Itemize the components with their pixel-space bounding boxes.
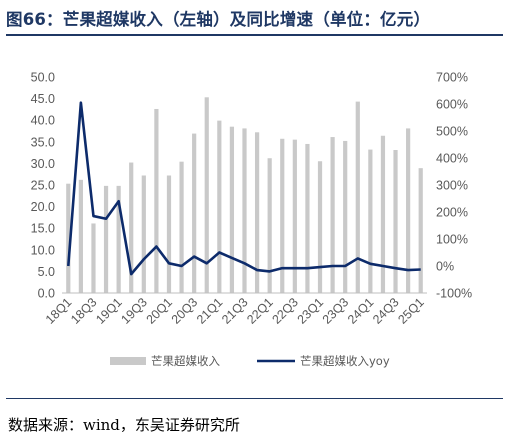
- bar-22Q2: [280, 138, 285, 293]
- bar-series: [66, 97, 423, 294]
- bar-21Q4: [254, 132, 260, 293]
- bar-20Q4: [204, 97, 209, 293]
- bar-23Q4: [355, 101, 360, 294]
- legend: 芒果超媒收入 芒果超媒收入yoy: [110, 354, 390, 368]
- x-tick-label: 20Q1: [144, 295, 176, 327]
- left-tick-label: 20.0: [31, 200, 55, 214]
- bar-23Q2: [330, 137, 335, 293]
- right-tick-label: 200%: [436, 206, 468, 220]
- right-tick-label: 0%: [436, 260, 454, 274]
- left-tick-label: 30.0: [31, 157, 55, 171]
- x-axis-ticks: 18Q118Q319Q119Q320Q120Q321Q121Q322Q122Q3…: [43, 295, 427, 327]
- left-tick-label: 50.0: [31, 71, 55, 85]
- bar-19Q3: [141, 175, 146, 293]
- x-tick-label: 20Q3: [169, 295, 201, 327]
- bar-22Q1: [267, 158, 272, 293]
- x-tick-label: 22Q3: [269, 295, 301, 327]
- bar-22Q3: [292, 139, 297, 293]
- x-tick-label: 24Q3: [370, 295, 402, 327]
- x-tick-label: 19Q3: [118, 295, 150, 327]
- bar-24Q4: [406, 128, 411, 293]
- bar-18Q3: [91, 223, 96, 293]
- bar-23Q3: [343, 140, 348, 293]
- x-tick-label: 21Q3: [219, 295, 251, 327]
- bar-24Q2: [380, 135, 386, 293]
- yoy-line: [66, 101, 421, 276]
- right-tick-label: 500%: [436, 125, 468, 139]
- bar-20Q2: [179, 161, 184, 293]
- footer-divider: [6, 398, 503, 399]
- bar-25Q1: [418, 168, 423, 293]
- bar-19Q4: [154, 108, 159, 293]
- bar-23Q1: [317, 161, 323, 293]
- bar-22Q4: [305, 143, 310, 293]
- legend-swatch-bar: [110, 357, 146, 365]
- bar-19Q1: [116, 185, 121, 293]
- left-tick-label: 0.0: [38, 287, 55, 301]
- bar-21Q2: [229, 126, 235, 294]
- right-tick-label: -100%: [436, 287, 472, 301]
- title-divider: [6, 34, 503, 36]
- x-tick-label: 25Q1: [395, 295, 427, 327]
- bar-19Q2: [129, 162, 134, 293]
- bar-20Q1: [166, 175, 172, 293]
- legend-label-line: 芒果超媒收入yoy: [300, 354, 390, 368]
- x-tick-label: 23Q3: [320, 295, 352, 327]
- right-tick-label: 700%: [436, 71, 468, 85]
- left-tick-label: 10.0: [31, 243, 55, 257]
- bar-24Q1: [368, 149, 373, 293]
- right-tick-label: 100%: [436, 233, 468, 247]
- left-tick-label: 45.0: [31, 92, 55, 106]
- bar-21Q1: [217, 120, 222, 293]
- x-tick-label: 21Q1: [194, 295, 226, 327]
- right-axis-ticks: -100% 0% 100% 200% 300% 400% 500% 600% 700%: [436, 71, 472, 301]
- right-tick-label: 400%: [436, 152, 468, 166]
- x-tick-label: 19Q1: [93, 295, 125, 327]
- source-note: 数据来源：wind，东吴证券研究所: [8, 416, 240, 434]
- left-tick-label: 5.0: [38, 265, 55, 279]
- x-tick-label: 24Q1: [345, 295, 377, 327]
- x-tick-label: 18Q3: [68, 295, 100, 327]
- right-tick-label: 300%: [436, 179, 468, 193]
- left-tick-label: 25.0: [31, 179, 55, 193]
- bar-18Q4: [103, 185, 109, 293]
- bar-18Q1: [66, 183, 71, 293]
- legend-label-bar: 芒果超媒收入: [151, 354, 220, 368]
- left-tick-label: 40.0: [31, 114, 55, 128]
- left-axis-ticks: 0.0 5.0 10.0 15.0 20.0 25.0 30.0 35.0 40.0 45.0 50…: [31, 71, 55, 301]
- x-tick-label: 23Q1: [295, 295, 327, 327]
- x-tick-label: 22Q1: [244, 295, 276, 327]
- bar-21Q3: [242, 128, 247, 293]
- bar-18Q2: [78, 179, 83, 293]
- right-tick-label: 600%: [436, 98, 468, 112]
- bar-24Q3: [393, 150, 398, 293]
- left-tick-label: 35.0: [31, 135, 55, 149]
- left-tick-label: 15.0: [31, 222, 55, 236]
- bar-20Q3: [192, 133, 197, 293]
- chart-title: 图66：芒果超媒收入（左轴）及同比增速（单位：亿元）: [6, 10, 431, 29]
